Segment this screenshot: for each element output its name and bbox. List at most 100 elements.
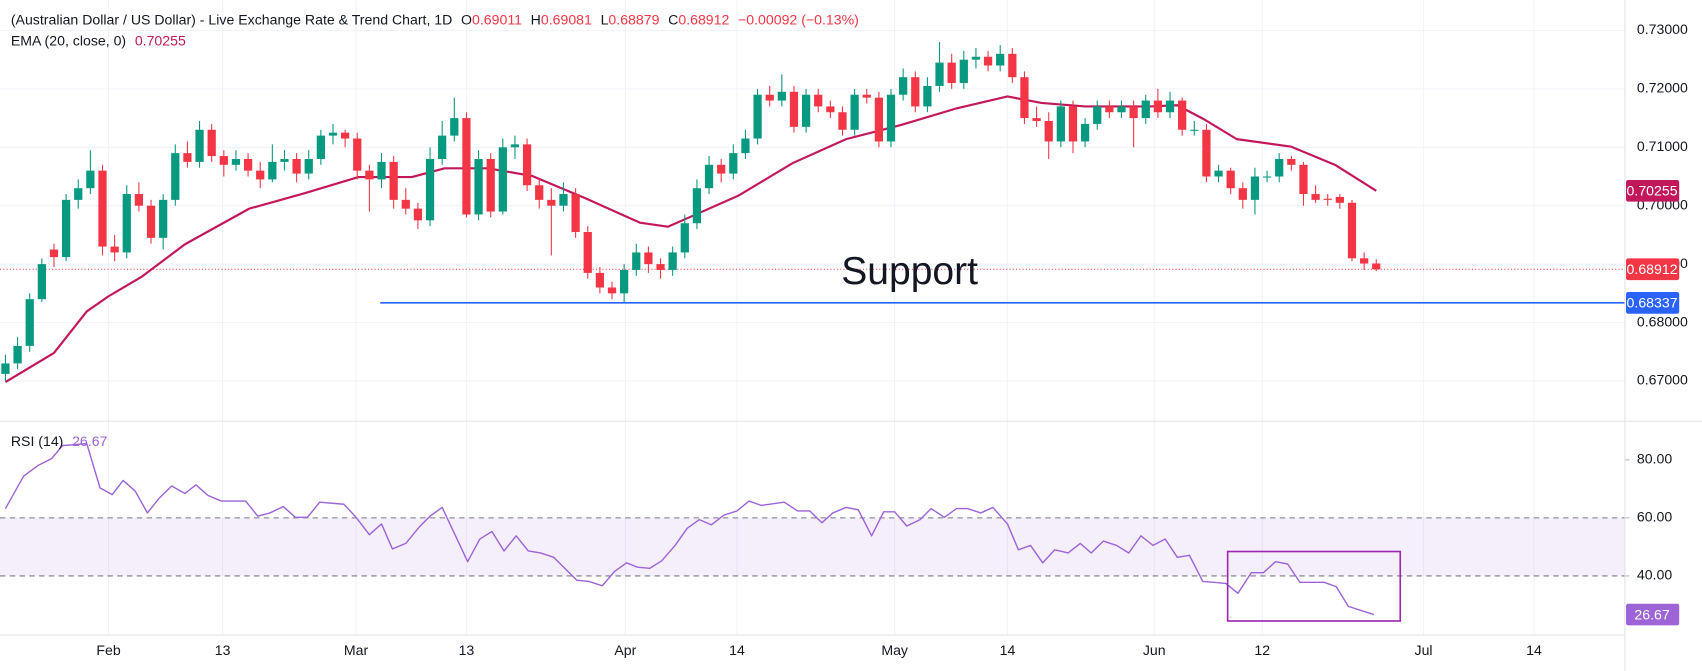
x-tick-label: 12 (1254, 642, 1270, 658)
candle-body (656, 264, 665, 270)
ema-name: EMA (20, close, 0) (11, 32, 126, 48)
candle-body (498, 147, 507, 212)
candle-body (450, 118, 459, 136)
candle-body (632, 252, 641, 270)
candle-body (486, 158, 495, 212)
x-tick-label: Apr (614, 642, 636, 658)
candle-body (971, 56, 981, 60)
candle-body (37, 264, 46, 300)
candle-body (25, 299, 34, 346)
candle-body (668, 252, 677, 270)
candle-body (231, 158, 241, 165)
candle-body (947, 62, 956, 84)
candle-body (304, 158, 313, 174)
candle-body (316, 135, 325, 159)
candle-body (935, 62, 944, 86)
candle-body (74, 188, 83, 200)
y-tick-label: 0.73000 (1637, 21, 1688, 37)
candle-body (98, 170, 107, 247)
ohlc-value: 0.68879 (608, 11, 659, 27)
candle-body (1190, 129, 1199, 131)
candle-body (389, 161, 398, 200)
support-tag: 0.68337 (1627, 295, 1678, 311)
candle-body (1226, 170, 1235, 189)
ema-value: 0.70255 (135, 32, 186, 48)
candle-body (1093, 106, 1102, 124)
candle-body (838, 112, 847, 130)
candle-body (1020, 77, 1029, 119)
candle-body (1262, 176, 1272, 178)
candle-body (704, 164, 714, 189)
candle-body (1141, 100, 1150, 119)
grid-layer (0, 0, 1630, 636)
candle-body (159, 199, 168, 238)
candle-body (923, 85, 932, 107)
candle-body (207, 129, 216, 157)
candle-body (1359, 258, 1369, 264)
candle-body (1153, 100, 1163, 113)
rsi-tick-label: 40.00 (1637, 567, 1672, 583)
rsi-header: RSI (14) 26.67 (11, 433, 108, 449)
candle-body (353, 138, 362, 171)
candle-body (1202, 129, 1211, 177)
candle-body (365, 170, 374, 180)
candle-body (280, 158, 289, 162)
chart-title: (Australian Dollar / US Dollar) - Live E… (11, 11, 453, 27)
highlight-box (1226, 550, 1402, 622)
candle-body (146, 205, 156, 238)
candle-body (438, 135, 447, 159)
ohlc-letter: L (601, 11, 609, 27)
candle-body (1129, 106, 1138, 119)
candle-body (292, 158, 301, 174)
candle-body (1347, 202, 1357, 259)
ohlc-value: 0.69081 (541, 11, 592, 27)
candle-body (1323, 198, 1332, 200)
candle-body (1032, 118, 1041, 122)
candle-body (559, 194, 568, 206)
candle-body (1299, 164, 1308, 195)
candle-body (620, 269, 629, 294)
x-tick-label: Mar (344, 642, 369, 658)
candle-body (983, 56, 993, 66)
ohlc-value: 0.69011 (472, 11, 522, 27)
candle-body (801, 94, 811, 127)
candle-body (1165, 100, 1175, 113)
support-tag-bg (1626, 291, 1680, 314)
x-tick-label: Jul (1415, 642, 1433, 658)
candle-body (256, 170, 265, 180)
candle-body (1080, 123, 1090, 142)
ohlc-letter: O (461, 11, 472, 27)
candle-body (1335, 196, 1344, 203)
x-tick-label: 14 (1526, 642, 1542, 658)
x-tick-label: 13 (459, 642, 475, 658)
candle-body (911, 77, 920, 107)
candle-body (886, 94, 896, 142)
close-tag: 0.68912 (1627, 261, 1678, 277)
ohlc-letter: C (668, 11, 678, 27)
close-tag-bg (1626, 258, 1680, 281)
candle-body (571, 194, 580, 232)
ema-tag-bg (1626, 179, 1680, 202)
candle-body (1311, 194, 1320, 200)
y-tick-label: 0.67000 (1637, 372, 1688, 388)
candle-body (413, 208, 423, 221)
candle-body (183, 153, 192, 162)
candle-body (510, 144, 520, 148)
candle-body (134, 194, 144, 206)
ema-header: EMA (20, close, 0) 0.70255 (11, 32, 186, 48)
candle-body (741, 138, 750, 154)
candle-body (474, 158, 483, 215)
candle-body (1008, 53, 1017, 78)
rsi-line (4, 442, 1375, 616)
candle-body (607, 287, 617, 294)
candle-body (122, 194, 131, 253)
candle-body (1068, 106, 1078, 142)
candle-body (1287, 158, 1296, 165)
x-tick-label: Jun (1143, 642, 1166, 658)
rsi-value: 26.67 (72, 433, 107, 449)
header-line: (Australian Dollar / US Dollar) - Live E… (11, 11, 859, 27)
candle-body (425, 158, 435, 221)
rsi-band (0, 517, 1625, 576)
candle-body (1250, 176, 1260, 200)
candle-body (765, 94, 774, 101)
